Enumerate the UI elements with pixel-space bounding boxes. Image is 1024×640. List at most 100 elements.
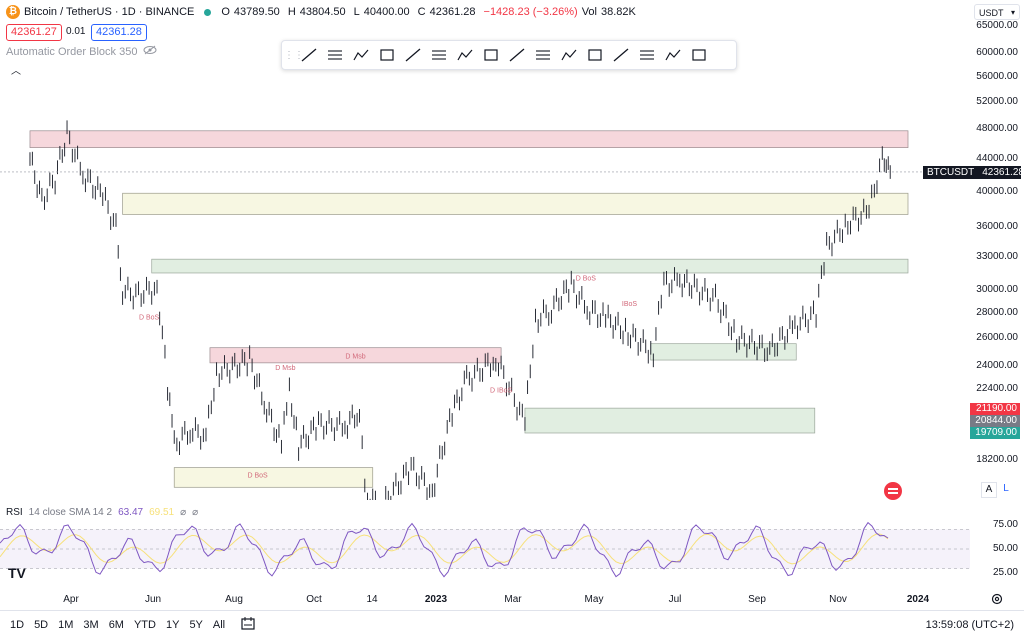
x-tick-label: 2023 [424, 594, 448, 605]
drag-handle-icon[interactable]: ⋮⋮ [284, 49, 304, 61]
x-tick-label: May [584, 594, 604, 605]
rsi-axis[interactable]: 75.00 50.00 25.00 [970, 500, 1024, 588]
annotation-5: D BoS [247, 472, 268, 479]
timeframe-all[interactable]: All [212, 619, 226, 631]
order-block-6[interactable] [524, 407, 816, 434]
annotation-1: D Msb [275, 365, 295, 372]
symbol-title[interactable]: Bitcoin / TetherUS · 1D · BINANCE [24, 6, 195, 18]
last-price-tag: BTCUSDT 42361.28 [923, 166, 1024, 179]
hide-icon-2[interactable]: ⌀ [192, 507, 199, 518]
hide-icon[interactable]: ⌀ [180, 507, 187, 518]
price-chart[interactable]: D Msb D BoS D Msb D IBoS D BoS IBoS D BoS [0, 0, 970, 500]
rsi-chart[interactable] [0, 500, 970, 588]
y-tick-label: 60000.00 [976, 47, 1018, 59]
indicator-legend: Automatic Order Block 350 [6, 45, 157, 58]
auto-scale-button[interactable]: A [981, 482, 997, 498]
timeframe-5d[interactable]: 5D [34, 619, 49, 631]
currency-selector[interactable]: USDT ▾ [974, 4, 1020, 20]
y-tick-label: 40000.00 [976, 185, 1018, 197]
fib-fan-icon[interactable] [348, 44, 374, 66]
order-block-label-3: D Msb [345, 353, 365, 360]
buy-button[interactable]: 42361.28 [91, 24, 147, 41]
x-tick-label: Jul [668, 594, 682, 605]
y-tick-label: 22400.00 [976, 383, 1018, 395]
path-icon[interactable] [400, 44, 426, 66]
horizontal-ray-icon[interactable] [452, 44, 478, 66]
rsi-tick-label: 25.00 [992, 567, 1018, 579]
timeframe-6m[interactable]: 6M [108, 619, 124, 631]
x-tick-label: Aug [225, 594, 243, 605]
x-tick-label: 14 [366, 594, 378, 605]
time-axis[interactable]: Apr Jun Aug Oct 14 2023 Mar May Jul Sep Nov 2024 [0, 588, 970, 608]
bitcoin-logo-icon: ₿ [6, 5, 20, 19]
ray-icon[interactable] [556, 44, 582, 66]
y-tick-label: 30000.00 [976, 283, 1018, 295]
annotation-2: D IBoS [490, 387, 513, 394]
order-block-0[interactable] [29, 130, 909, 148]
timeframe-3m[interactable]: 3M [83, 619, 99, 631]
volume-value: 38.82K [601, 6, 636, 18]
high-value: 43804.50 [299, 6, 346, 18]
rsi-sma-value: 69.51 [149, 507, 175, 518]
annotation-4: IBoS [622, 301, 638, 308]
market-status-dot [204, 8, 212, 16]
eye-slash-icon[interactable] [143, 45, 157, 58]
x-tick-label: 2024 [906, 594, 930, 605]
rsi-params: 14 close SMA 14 2 [28, 507, 113, 518]
nodes-icon[interactable] [686, 44, 712, 66]
timeframe-ytd[interactable]: YTD [133, 619, 156, 631]
box-icon[interactable] [660, 44, 686, 66]
order-block-4[interactable] [173, 467, 374, 488]
x-tick-label: Sep [748, 594, 766, 605]
rsi-label[interactable]: RSI [6, 507, 23, 518]
elliott-icon[interactable] [608, 44, 634, 66]
chart-header: ₿ Bitcoin / TetherUS · 1D · BINANCE O 437… [6, 4, 644, 20]
rsi-sma-line [0, 533, 889, 565]
compare-icon[interactable] [241, 616, 257, 634]
level-tag-2: 19709.00 [970, 427, 1020, 439]
horizontal-lines-icon[interactable] [322, 44, 348, 66]
close-value: 42361.28 [429, 6, 476, 18]
y-tick-label: 52000.00 [976, 96, 1018, 108]
rsi-value: 63.47 [118, 507, 144, 518]
y-tick-label: 65000.00 [976, 20, 1018, 31]
zigzag-icon[interactable] [582, 44, 608, 66]
level-tag-1: 20844.00 [970, 415, 1020, 427]
order-block-1[interactable] [122, 192, 909, 215]
drawing-toolbar: ⋮⋮ [281, 40, 737, 70]
trend-line-icon[interactable] [296, 44, 322, 66]
y-tick-label: 24000.00 [976, 359, 1018, 371]
log-scale-button[interactable]: L [1003, 483, 1009, 494]
x-tick-label: Oct [306, 594, 322, 605]
order-block-3[interactable] [209, 347, 502, 364]
timeframe-1y[interactable]: 1Y [165, 619, 180, 631]
annotation-0: D BoS [139, 314, 160, 321]
tradingview-logo[interactable]: TV [8, 565, 26, 581]
indicator-name[interactable]: Automatic Order Block 350 [6, 45, 138, 58]
timeframe-1d[interactable]: 1D [10, 619, 25, 631]
level-tag-0: 21190.00 [970, 403, 1020, 415]
settings-icon[interactable] [990, 592, 1004, 606]
spread-value: 0.01 [66, 26, 86, 37]
x-tick-label: Jun [144, 594, 162, 605]
lines-group-icon[interactable] [634, 44, 660, 66]
timeframe-5y[interactable]: 5Y [189, 619, 203, 631]
rsi-line [0, 521, 889, 578]
order-block-2[interactable] [151, 258, 909, 274]
ohlc-values: O 43789.50 H 43804.50 L 40400.00 C 42361.28 … [221, 6, 636, 18]
parallel-channel-icon[interactable] [374, 44, 400, 66]
sell-button[interactable]: 42361.27 [6, 24, 62, 41]
rsi-band [0, 529, 970, 569]
brush-icon[interactable] [478, 44, 504, 66]
arc-icon[interactable] [426, 44, 452, 66]
change-value: −1428.23 (−3.26%) [483, 6, 578, 18]
y-tick-label: 36000.00 [976, 221, 1018, 233]
clock[interactable]: 13:59:08 (UTC+2) [925, 619, 1014, 631]
flag-icon[interactable] [884, 482, 902, 500]
pattern-icon[interactable] [504, 44, 530, 66]
bottom-toolbar: 1D 5D 1M 3M 6M YTD 1Y 5Y All 13:59:08 (UTC+2) [0, 610, 1024, 639]
y-tick-label: 26000.00 [976, 332, 1018, 344]
collapse-legend-button[interactable]: ︿ [11, 66, 21, 77]
rectangle-icon[interactable] [530, 44, 556, 66]
timeframe-1m[interactable]: 1M [58, 619, 74, 631]
